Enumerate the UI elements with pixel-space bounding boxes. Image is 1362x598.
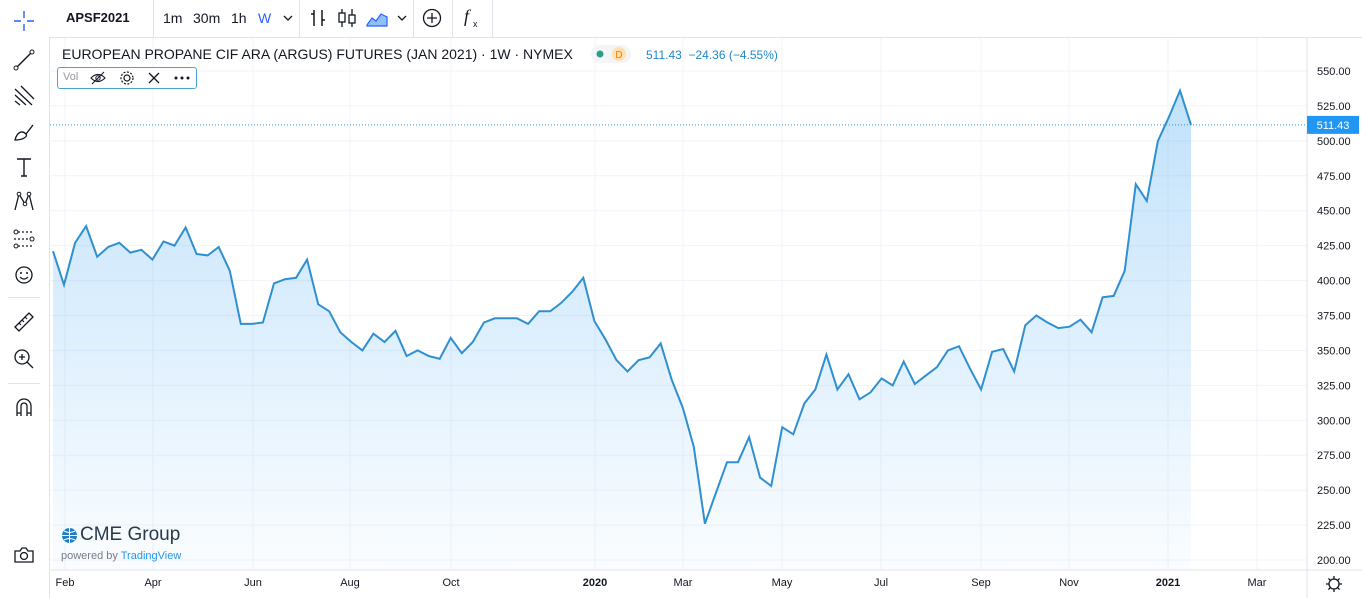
- close-icon[interactable]: [148, 72, 160, 84]
- price-area-fill: [53, 90, 1191, 570]
- price-tick-label: 350.00: [1317, 345, 1351, 357]
- toolbar-divider: [8, 383, 40, 384]
- forecast-icon[interactable]: [12, 227, 36, 251]
- toolbar-divider: [492, 0, 493, 37]
- zoom-in-icon[interactable]: [12, 347, 36, 371]
- symbol-search[interactable]: APSF2021: [66, 10, 130, 25]
- time-tick-label: Mar: [674, 577, 693, 589]
- price-tick-label: 375.00: [1317, 311, 1351, 323]
- pattern-icon[interactable]: [12, 190, 36, 214]
- price-tick-label: 300.00: [1317, 415, 1351, 427]
- legend-price-change: 511.43 −24.36 (−4.55%): [646, 48, 778, 62]
- time-tick-label: Mar: [1248, 577, 1267, 589]
- time-tick-label: Nov: [1059, 577, 1079, 589]
- magnet-icon[interactable]: [12, 396, 36, 420]
- price-tick-label: 275.00: [1317, 450, 1351, 462]
- price-tick-label: 225.00: [1317, 520, 1351, 532]
- time-tick-label: Oct: [442, 577, 459, 589]
- legend-change: −24.36 (−4.55%): [688, 48, 778, 62]
- price-tick-label: 550.00: [1317, 66, 1351, 78]
- price-tick-label: 250.00: [1317, 485, 1351, 497]
- last-price-badge: 511.43: [1307, 115, 1359, 134]
- interval-30m[interactable]: 30m: [193, 10, 221, 26]
- time-tick-label: 2020: [583, 577, 607, 589]
- toolbar-divider: [452, 0, 453, 37]
- market-status-badge: D: [591, 45, 631, 63]
- pitchfork-icon[interactable]: [12, 83, 36, 107]
- time-tick-label: Apr: [144, 577, 161, 589]
- time-axis[interactable]: Feb Apr Jun Aug Oct 2020 Mar May Jul Sep Nov 2021 Ma…: [56, 577, 1267, 589]
- emoji-icon[interactable]: [12, 263, 36, 287]
- settings-gear-icon[interactable]: [119, 70, 135, 86]
- time-tick-label: Aug: [340, 577, 360, 589]
- more-icon[interactable]: [174, 76, 190, 80]
- toolbar-divider: [413, 0, 414, 37]
- volume-label: Vol: [63, 71, 79, 83]
- price-tick-label: 475.00: [1317, 171, 1351, 183]
- svg-text:x: x: [473, 19, 478, 29]
- area-chart-icon[interactable]: [366, 9, 388, 27]
- cme-brand-text: CME Group: [80, 524, 181, 545]
- trend-line-icon[interactable]: [12, 48, 36, 72]
- interval-1m[interactable]: 1m: [163, 10, 183, 26]
- interval-1h[interactable]: 1h: [231, 10, 247, 26]
- chevron-down-icon[interactable]: [283, 13, 293, 23]
- top-toolbar: APSF2021 1m 30m 1h W f x: [0, 0, 1362, 38]
- svg-text:f: f: [464, 6, 472, 26]
- price-line: [52, 87, 1192, 525]
- compare-add-icon[interactable]: [422, 8, 442, 28]
- market-open-dot-icon: [596, 50, 604, 58]
- indicators-icon[interactable]: f x: [462, 6, 484, 30]
- price-tick-label: 500.00: [1317, 136, 1351, 148]
- hide-eye-icon[interactable]: [90, 71, 106, 85]
- toolbar-divider: [299, 0, 300, 37]
- time-tick-label: Feb: [56, 577, 75, 589]
- chart-legend-title[interactable]: EUROPEAN PROPANE CIF ARA (ARGUS) FUTURES…: [62, 46, 573, 62]
- interval-weekly[interactable]: W: [258, 10, 272, 26]
- price-axis[interactable]: 550.00 525.00 500.00 475.00 450.00 425.00 400.…: [1317, 66, 1351, 567]
- price-tick-label: 425.00: [1317, 241, 1351, 253]
- toolbar-divider: [153, 0, 154, 37]
- time-tick-label: 2021: [1156, 577, 1180, 589]
- price-chart[interactable]: 550.00 525.00 500.00 475.00 450.00 425.00 400.…: [50, 38, 1362, 598]
- toolbar-divider: [8, 297, 40, 298]
- powered-by-text: powered by TradingView: [61, 550, 181, 562]
- price-tick-label: 200.00: [1317, 555, 1351, 567]
- globe-icon: [62, 528, 77, 543]
- ruler-icon[interactable]: [12, 310, 36, 334]
- tradingview-link[interactable]: TradingView: [120, 550, 182, 562]
- time-tick-label: Jun: [244, 577, 262, 589]
- candlestick-icon[interactable]: [337, 8, 357, 28]
- legend-last: 511.43: [646, 48, 682, 62]
- delayed-badge: D: [615, 50, 622, 61]
- time-tick-label: Jul: [874, 577, 888, 589]
- settings-gear-icon[interactable]: [1326, 576, 1342, 592]
- price-tick-label: 325.00: [1317, 380, 1351, 392]
- price-tick-label: 450.00: [1317, 206, 1351, 218]
- last-price-label: 511.43: [1317, 120, 1350, 132]
- drawing-toolbar: [0, 11, 50, 598]
- price-tick-label: 400.00: [1317, 276, 1351, 288]
- powered-prefix: powered by: [61, 550, 121, 562]
- time-tick-label: Sep: [971, 577, 991, 589]
- chevron-down-icon[interactable]: [397, 13, 407, 23]
- crosshair-icon[interactable]: [12, 9, 36, 33]
- brush-icon[interactable]: [12, 120, 36, 144]
- text-icon[interactable]: [12, 155, 36, 179]
- bar-chart-icon[interactable]: [309, 8, 327, 28]
- camera-icon[interactable]: [12, 543, 36, 567]
- price-tick-label: 525.00: [1317, 101, 1351, 113]
- time-tick-label: May: [772, 577, 793, 589]
- volume-study-legend[interactable]: Vol: [57, 67, 197, 89]
